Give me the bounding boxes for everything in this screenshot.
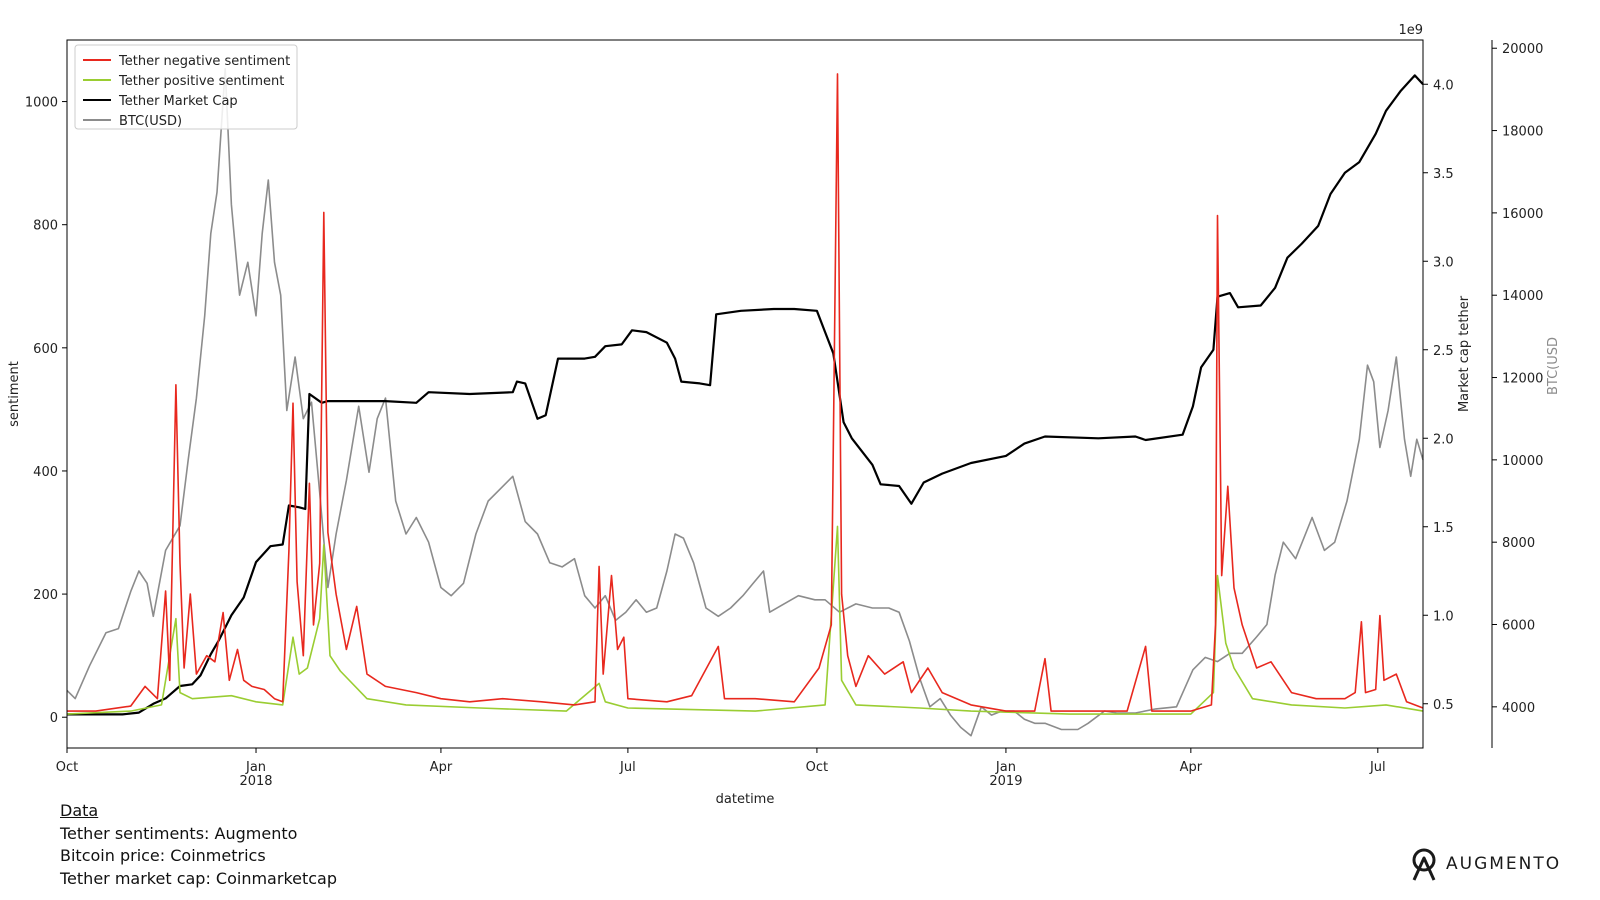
brand-logo: AUGMENTO [1410, 847, 1561, 881]
right1-offset-text: 1e9 [1398, 23, 1423, 38]
x-tick-label: Apr [1180, 760, 1203, 775]
x-axis-label: datetime [716, 792, 775, 807]
left-tick-label: 800 [33, 219, 58, 234]
left-tick-label: 1000 [25, 96, 58, 111]
right1-tick-label: 1.0 [1433, 609, 1454, 624]
data-credits: Data Tether sentiments: Augmento Bitcoin… [60, 800, 337, 890]
right1-tick-label: 3.0 [1433, 255, 1454, 270]
legend-box [74, 44, 298, 130]
right2-tick-label: 14000 [1502, 289, 1543, 304]
brand-name: AUGMENTO [1446, 854, 1562, 874]
right2-tick-label: 12000 [1502, 372, 1543, 387]
right1-tick-label: 0.5 [1433, 698, 1454, 713]
right2-tick-label: 18000 [1502, 125, 1543, 140]
right1-tick-label: 2.5 [1433, 344, 1454, 359]
right2-tick-label: 6000 [1502, 619, 1535, 634]
right2-axis-label: BTC(USD [1546, 337, 1561, 395]
x-tick-label: Oct [806, 760, 828, 775]
plot-frame [66, 39, 1424, 749]
legend: Tether negative sentiment Tether positive… [74, 44, 298, 130]
credits-heading: Data [60, 801, 99, 820]
right1-axis-label: Market cap tether [1457, 295, 1472, 412]
x-tick-label: Oct [56, 760, 78, 775]
right1-tick-label: 4.0 [1433, 78, 1454, 93]
x-tick-year-label: 2018 [239, 774, 272, 789]
series-line-btc-usd [66, 68, 1424, 737]
left-tick-label: 200 [33, 588, 58, 603]
left-axis-label: sentiment [7, 361, 22, 427]
series-line-tether-market-cap [67, 74, 1424, 716]
legend-label-btc-usd: BTC(USD) [119, 114, 182, 129]
left-tick-label: 400 [33, 465, 58, 480]
left-tick-label: 600 [33, 342, 58, 357]
x-tick-label: Jan [245, 760, 266, 775]
credit-market-cap: Tether market cap: Coinmarketcap [60, 868, 338, 888]
right2-tick-label: 8000 [1502, 536, 1535, 551]
legend-label-tether-positive-sentiment: Tether positive sentiment [118, 74, 284, 89]
series-line-tether-positive-sentiment [66, 525, 1424, 715]
right2-tick-label: 10000 [1502, 454, 1543, 469]
x-tick-label: Jul [619, 760, 636, 775]
augmento-logo-icon [1412, 848, 1436, 881]
right1-tick-label: 2.0 [1433, 432, 1454, 447]
legend-label-tether-negative-sentiment: Tether negative sentiment [118, 54, 290, 69]
series-line-tether-negative-sentiment [67, 73, 1424, 712]
x-tick-label: Jul [1369, 760, 1386, 775]
x-tick-year-label: 2019 [989, 774, 1022, 789]
x-tick-label: Jan [995, 760, 1016, 775]
right2-tick-label: 16000 [1502, 207, 1543, 222]
right2-tick-label: 4000 [1502, 701, 1535, 716]
x-tick-label: Apr [430, 760, 453, 775]
left-tick-label: 0 [50, 711, 58, 726]
credit-sentiment: Tether sentiments: Augmento [60, 823, 298, 843]
credit-bitcoin-price: Bitcoin price: Coinmetrics [60, 846, 266, 865]
right1-tick-label: 1.5 [1433, 521, 1454, 536]
right1-tick-label: 3.5 [1433, 167, 1454, 182]
right2-tick-label: 20000 [1502, 42, 1543, 57]
legend-label-tether-market-cap: Tether Market Cap [118, 94, 238, 109]
